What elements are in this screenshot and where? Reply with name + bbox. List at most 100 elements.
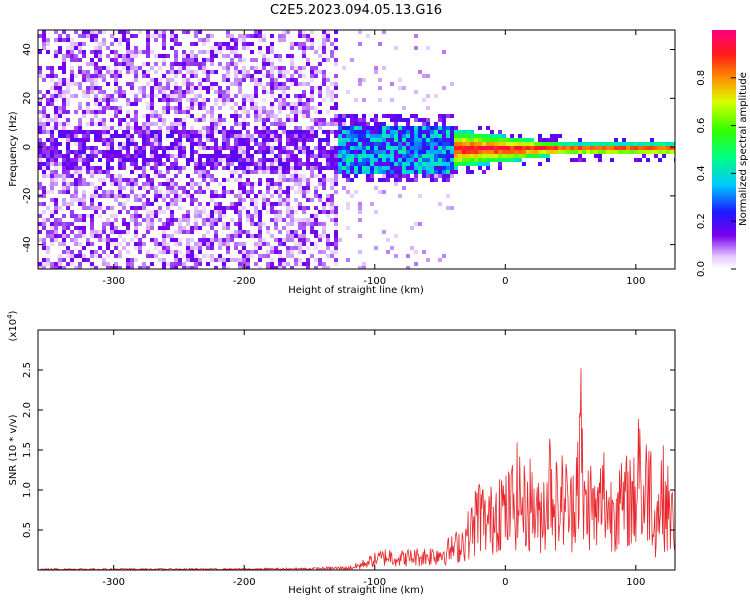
spectrogram-cell	[258, 242, 262, 246]
spectrogram-cell	[142, 234, 146, 238]
spectrogram-cell	[390, 146, 394, 150]
spectrogram-cell	[198, 130, 202, 134]
spectrogram-cell	[490, 154, 494, 158]
spectrogram-cell	[274, 98, 278, 102]
spectrogram-cell	[262, 198, 266, 202]
spectrogram-cell	[362, 150, 366, 154]
spectrogram-cell	[430, 174, 434, 178]
spectrogram-cell	[466, 134, 470, 138]
spectrogram-cell	[322, 38, 326, 42]
spectrogram-cell	[170, 234, 174, 238]
spectrogram-cell	[78, 174, 82, 178]
spectrogram-cell	[210, 106, 214, 110]
spectrogram-cell	[354, 170, 358, 174]
spectrogram-cell	[534, 154, 538, 158]
spectrogram-cell	[214, 158, 218, 162]
spectrogram-cell	[354, 134, 358, 138]
spectrogram-cell	[142, 134, 146, 138]
spectrogram-cell	[150, 94, 154, 98]
spectrogram-cell	[274, 202, 278, 206]
spectrogram-cell	[530, 142, 534, 146]
spectrogram-cell	[74, 234, 78, 238]
spectrogram-cell	[362, 142, 366, 146]
spectrogram-cell	[230, 162, 234, 166]
spectrogram-cell	[238, 206, 242, 210]
spectrogram-cell	[190, 134, 194, 138]
spectrogram-cell	[102, 30, 106, 34]
spectrogram-cell	[454, 166, 458, 170]
spectrogram-cell	[302, 178, 306, 182]
spectrogram-cell	[162, 90, 166, 94]
spectrogram-cell	[214, 222, 218, 226]
spectrogram-cell	[350, 146, 354, 150]
spectrogram-cell	[78, 202, 82, 206]
spectrogram-cell	[498, 142, 502, 146]
spectrogram-cell	[238, 150, 242, 154]
spectrogram-cell	[282, 162, 286, 166]
spectrogram-cell	[66, 82, 70, 86]
spectrogram-cell	[38, 34, 42, 38]
spectrogram-cell	[94, 70, 98, 74]
spectrogram-cell	[406, 170, 410, 174]
spectrogram-cell	[210, 194, 214, 198]
spectrogram-cell	[222, 194, 226, 198]
spectrogram-cell	[110, 154, 114, 158]
spectrogram-cell	[414, 174, 418, 178]
spectrogram-cell	[294, 142, 298, 146]
spectrogram-cell	[302, 250, 306, 254]
spectrogram-cell	[430, 138, 434, 142]
spectrogram-cell	[230, 206, 234, 210]
spectrogram-cell	[218, 114, 222, 118]
spectrogram-cell	[46, 206, 50, 210]
spectrogram-cell	[310, 30, 314, 34]
spectrogram-cell	[358, 170, 362, 174]
spectrogram-cell	[226, 238, 230, 242]
spectrogram-cell	[154, 54, 158, 58]
spectrogram-cell	[386, 178, 390, 182]
spectrogram-cell	[174, 62, 178, 66]
spectrogram-cell	[374, 126, 378, 130]
spectrogram-cell	[110, 94, 114, 98]
spectrogram-cell	[226, 90, 230, 94]
spectrogram-cell	[46, 38, 50, 42]
spectrogram-cell	[446, 134, 450, 138]
spectrogram-cell	[458, 146, 462, 150]
spectrogram-cell	[70, 46, 74, 50]
spectrogram-cell	[62, 190, 66, 194]
spectrogram-cell	[470, 134, 474, 138]
spectrogram-cell	[66, 102, 70, 106]
colorbar-label: Normalized spectral amplitude	[738, 72, 749, 226]
spectrogram-cell	[170, 182, 174, 186]
spectrogram-cell	[242, 206, 246, 210]
spectrogram-cell	[82, 142, 86, 146]
spectrogram-cell	[282, 242, 286, 246]
spectrogram-cell	[298, 178, 302, 182]
spectrogram-cell	[382, 190, 386, 194]
spectrogram-cell	[170, 70, 174, 74]
spectrogram-cell	[270, 86, 274, 90]
spectrogram-cell	[142, 218, 146, 222]
spectrogram-cell	[158, 206, 162, 210]
spectrogram-cell	[122, 154, 126, 158]
spectrogram-cell	[598, 146, 602, 150]
spectrogram-cell	[374, 246, 378, 250]
spectrogram-cell	[166, 158, 170, 162]
spectrogram-cell	[154, 134, 158, 138]
spectrogram-cell	[238, 210, 242, 214]
spectrogram-cell	[506, 142, 510, 146]
spectrogram-cell	[218, 238, 222, 242]
spectrogram-cell	[90, 226, 94, 230]
spectrogram-cell	[162, 182, 166, 186]
spectrogram-cell	[426, 134, 430, 138]
spectrogram-cell	[54, 90, 58, 94]
spectrogram-cell	[286, 142, 290, 146]
spectrogram-cell	[214, 258, 218, 262]
spectrogram-cell	[358, 202, 362, 206]
spectrogram-cell	[62, 170, 66, 174]
spectrogram-cell	[274, 218, 278, 222]
spectrogram-cell	[294, 174, 298, 178]
spectrogram-cell	[366, 34, 370, 38]
spectrogram-cell	[514, 146, 518, 150]
spectrogram-cell	[178, 134, 182, 138]
spectrogram-cell	[222, 266, 226, 269]
